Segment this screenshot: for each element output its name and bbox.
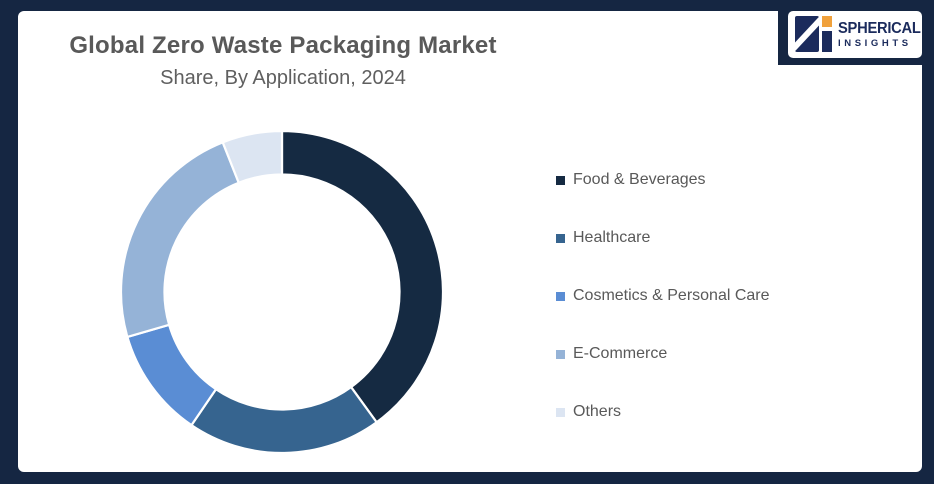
donut-svg bbox=[119, 129, 445, 455]
legend-marker-icon bbox=[556, 175, 565, 185]
legend-label: E-Commerce bbox=[573, 345, 668, 362]
legend-label: Healthcare bbox=[573, 229, 651, 246]
brand-logo: SPHERICAL INSIGHTS bbox=[788, 11, 922, 58]
legend-marker-icon bbox=[556, 349, 565, 359]
chart-title: Global Zero Waste Packaging Market bbox=[69, 32, 497, 59]
donut-segment bbox=[126, 323, 218, 427]
donut-segment bbox=[190, 385, 378, 455]
chart-header: Global Zero Waste Packaging Market Share… bbox=[18, 32, 548, 90]
brand-name-line2: INSIGHTS bbox=[838, 37, 912, 49]
donut-segment bbox=[119, 141, 240, 339]
chart-subtitle: Share, By Application, 2024 bbox=[160, 67, 406, 89]
donut-chart bbox=[100, 110, 464, 474]
legend-item-others: Others bbox=[556, 383, 770, 441]
legend-marker-icon bbox=[556, 407, 565, 417]
legend-item-food-beverages: Food & Beverages bbox=[556, 151, 770, 209]
legend-label: Others bbox=[573, 403, 622, 420]
legend-item-healthcare: Healthcare bbox=[556, 209, 770, 267]
logo-corner-block: SPHERICAL INSIGHTS bbox=[778, 0, 934, 65]
legend-item-e-commerce: E-Commerce bbox=[556, 325, 770, 383]
legend-marker-icon bbox=[556, 233, 565, 243]
legend-label: Food & Beverages bbox=[573, 171, 706, 188]
spherical-insights-mark-icon bbox=[795, 16, 832, 52]
chart-legend: Food & Beverages Healthcare Cosmetics & … bbox=[556, 151, 770, 441]
donut-segment bbox=[280, 129, 445, 424]
legend-marker-icon bbox=[556, 291, 565, 301]
brand-wordmark: SPHERICAL INSIGHTS bbox=[838, 19, 928, 49]
legend-item-cosmetics-personal-care: Cosmetics & Personal Care bbox=[556, 267, 770, 325]
legend-label: Cosmetics & Personal Care bbox=[573, 287, 770, 304]
brand-name-line1: SPHERICAL bbox=[838, 19, 921, 37]
donut-segment bbox=[221, 129, 284, 184]
